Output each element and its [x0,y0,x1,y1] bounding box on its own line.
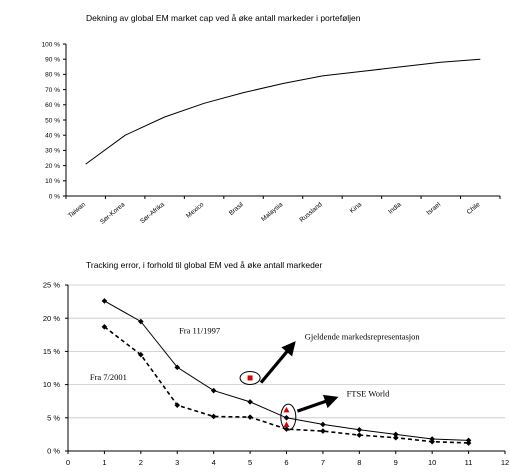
chart2-x-tick-label: 1 [102,458,106,467]
chart2-annotation-2: FTSE World [347,389,391,399]
chart2-series-1-point [247,399,253,405]
chart2-highlight-triangle-marker [283,421,290,427]
chart2: 0 %5 %10 %15 %20 %25 %0 1 2 3 4 5 6 7 8 9 10 11 12Fr… [43,281,509,467]
chart2-x-tick-label: 2 [139,458,143,467]
chart2-x-tick-label: 11 [465,458,473,467]
chart1-y-tick-label: 90 % [45,57,60,64]
chart2-x-tick-label: 3 [175,458,179,467]
chart1-x-tick-label: Brasil [228,201,245,217]
chart2-series-1-point [356,426,363,433]
chart2-series-2-point [320,428,326,434]
chart2-x-tick-label: 8 [357,458,361,467]
chart2-annotation-1: Gjeldende markedsrepresentasjon [305,331,421,341]
chart1-x-tick-label: India [387,201,403,216]
chart1-y-tick-label: 20 % [45,163,60,170]
chart1-title: Dekning av global EM market cap ved å øk… [86,13,361,23]
chart2-highlight-square-marker [247,375,253,381]
chart2-series-1-point [138,318,144,325]
chart2-series-2-point [465,440,472,446]
chart2-y-tick-label: 10 % [43,380,60,389]
chart2-y-tick-label: 20 % [43,314,60,323]
chart1-y-tick-label: 10 % [45,178,60,185]
chart2-x-tick-label: 0 [66,458,70,467]
chart2-title: Tracking error, i forhold til global EM … [86,260,323,270]
chart2-arrow-2-head [322,394,339,409]
chart2-series-2-point [429,438,435,445]
chart1-x-tick-label: Malaysia [260,201,284,223]
chart2-x-tick-label: 12 [501,458,509,467]
chart2-x-tick-label: 6 [284,458,288,467]
chart2-series-2-point [138,351,144,358]
chart2-arrow-1-head [281,341,296,357]
chart2-x-tick-label: 4 [212,458,216,467]
chart2-series-1-point [392,431,399,438]
chart2-series-2-point [392,434,399,441]
chart2-series-1-point [283,415,290,421]
chart1-y-tick-label: 30 % [45,148,60,155]
chart1: 0 % 10 % 20 % 30 % 40 % 50 % 60 % 70 % 80 % 90 % 1… [42,41,501,226]
chart2-x-tick-label: 7 [321,458,325,467]
chart2-series-1-point [210,387,217,394]
chart2-x-tick-label: 5 [248,458,252,467]
chart1-y-tick-label: 40 % [45,133,60,140]
chart1-series-line [85,58,481,165]
chart2-x-tick-label: 9 [394,458,398,467]
chart1-x-tick-label: Kina [349,201,364,215]
chart2-y-tick-label: 5 % [47,413,60,422]
chart2-series-2-point [356,432,363,438]
chart1-x-tick-label: Israel [425,201,442,217]
chart2-series-1-point [320,421,326,428]
chart2-y-tick-label: 15 % [43,347,60,356]
chart1-x-tick-label: Sør-Afrika [139,201,166,225]
chart2-series-2-point [174,402,181,408]
chart2-series-1-point [101,298,108,304]
chart2-series-1-label: Fra 11/1997 [179,325,220,335]
chart2-y-tick-label: 0 % [47,447,60,456]
chart1-x-tick-label: Sør-Korea [99,201,127,226]
chart1-y-tick-label: 0 % [49,193,60,200]
chart2-series-2-point [210,413,217,420]
chart2-series-1-point [174,364,181,371]
chart2-y-tick-label: 25 % [43,281,60,290]
chart1-y-tick-label: 100 % [42,41,61,48]
chart2-series-2-point [101,324,108,330]
chart2-highlight-ellipse [280,403,297,431]
chart1-x-tick-label: Chile [466,201,482,216]
chart2-highlight-triangle-marker [283,406,290,413]
chart2-series-2-point [247,414,253,420]
chart1-y-tick-label: 60 % [45,102,60,109]
chart1-y-tick-label: 70 % [45,87,60,94]
chart2-series-2-line [103,326,469,444]
chart1-x-tick-label: Mexico [185,201,206,220]
chart1-y-tick-label: 50 % [45,117,60,124]
chart2-series-2-label: Fra 7/2001 [90,372,127,382]
chart1-y-tick-label: 80 % [45,72,60,79]
chart1-x-tick-label: Russland [298,201,324,224]
chart2-x-tick-label: 10 [428,458,436,467]
chart2-highlight-ellipse [239,370,261,385]
chart1-x-tick-label: Taiwan [67,201,87,220]
